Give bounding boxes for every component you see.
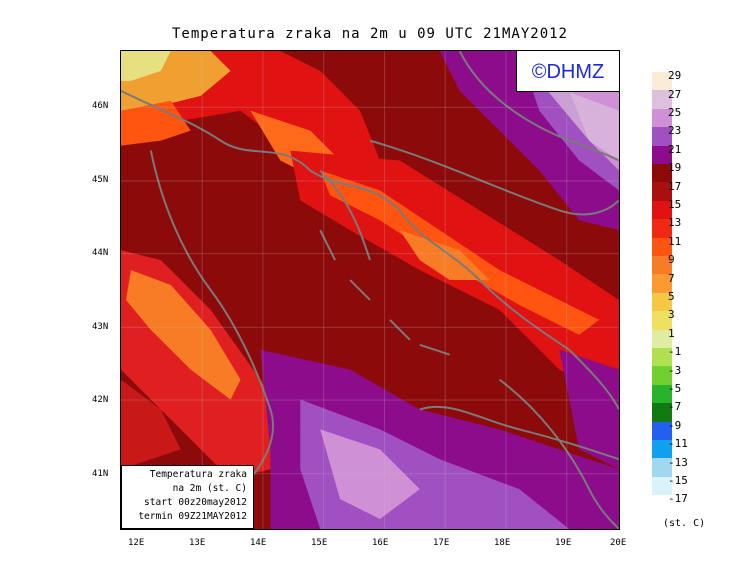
legend-swatch [652, 108, 672, 128]
x-tick-19e: 19E [555, 538, 572, 548]
x-tick-13e: 13E [189, 538, 206, 548]
legend-swatch [652, 182, 672, 201]
legend-swatch [652, 366, 672, 385]
legend-label: -9 [668, 418, 682, 432]
x-tick-20e: 20E [610, 538, 627, 548]
legend-swatch [652, 440, 672, 459]
y-tick-45n: 45N [92, 175, 109, 185]
info-line-3: start 00z20may2012 [144, 497, 247, 508]
legend-label: -11 [668, 437, 688, 451]
legend-units: (st. C) [663, 518, 706, 529]
legend-label: 9 [668, 253, 675, 267]
legend-swatch [652, 421, 672, 440]
x-tick-12e: 12E [128, 538, 145, 548]
legend-swatch [652, 219, 672, 238]
legend-label: -7 [668, 400, 682, 414]
legend-swatch [652, 90, 672, 109]
legend-label: 21 [668, 142, 682, 156]
legend-label: 13 [668, 216, 682, 230]
coastlines [121, 51, 619, 529]
legend-swatch [652, 200, 672, 220]
legend-swatch [652, 274, 672, 293]
y-tick-46n: 46N [92, 101, 109, 111]
x-tick-17e: 17E [433, 538, 450, 548]
legend-label: 23 [668, 124, 682, 138]
legend-swatch [652, 403, 672, 422]
map-title: Temperatura zraka na 2m u 09 UTC 21MAY20… [171, 26, 568, 42]
legend-label: 11 [668, 234, 682, 248]
legend-swatch [652, 311, 672, 330]
legend-swatch [652, 127, 672, 146]
info-line-2: na 2m (st. C) [172, 483, 247, 494]
x-tick-14e: 14E [250, 538, 267, 548]
temperature-map [120, 50, 620, 530]
legend-label: 27 [668, 87, 682, 101]
dhmz-logo: ©DHMZ [516, 50, 620, 92]
info-line-1: Temperatura zraka [149, 469, 247, 480]
legend-label: 29 [668, 69, 682, 83]
legend-label: 7 [668, 271, 675, 285]
info-box: Temperatura zraka na 2m (st. C) start 00… [121, 465, 254, 529]
legend-label: 5 [668, 290, 675, 303]
legend-label: 17 [668, 179, 682, 193]
x-tick-16e: 16E [372, 538, 389, 548]
y-tick-43n: 43N [92, 322, 109, 332]
legend-label: -5 [668, 382, 682, 395]
legend-label: 25 [668, 106, 682, 119]
legend-swatch [652, 164, 672, 183]
legend-swatch [652, 256, 672, 275]
y-tick-41n: 41N [92, 469, 109, 479]
legend-swatch [652, 476, 672, 496]
legend-swatch [652, 292, 672, 312]
x-tick-18e: 18E [494, 538, 511, 548]
legend-label: 15 [668, 198, 682, 211]
graticule [121, 51, 619, 529]
legend-swatch [652, 145, 672, 164]
legend-swatch [652, 348, 672, 367]
legend-label: -1 [668, 345, 682, 359]
legend-swatch [652, 237, 672, 256]
legend-label: -13 [668, 455, 688, 469]
legend-label: 3 [668, 308, 675, 322]
legend-swatch [652, 458, 672, 477]
legend-swatch [652, 72, 672, 91]
legend-swatch [652, 329, 672, 348]
info-line-4: termin 09Z21MAY2012 [138, 511, 247, 522]
y-tick-42n: 42N [92, 395, 109, 405]
legend-swatch [652, 384, 672, 404]
y-tick-44n: 44N [92, 248, 109, 258]
legend-label: 1 [668, 326, 675, 340]
legend-label: -15 [668, 474, 688, 487]
x-tick-15e: 15E [311, 538, 328, 548]
legend-label: 19 [668, 161, 682, 175]
legend-label: -17 [668, 492, 688, 506]
legend-label: -3 [668, 363, 682, 377]
